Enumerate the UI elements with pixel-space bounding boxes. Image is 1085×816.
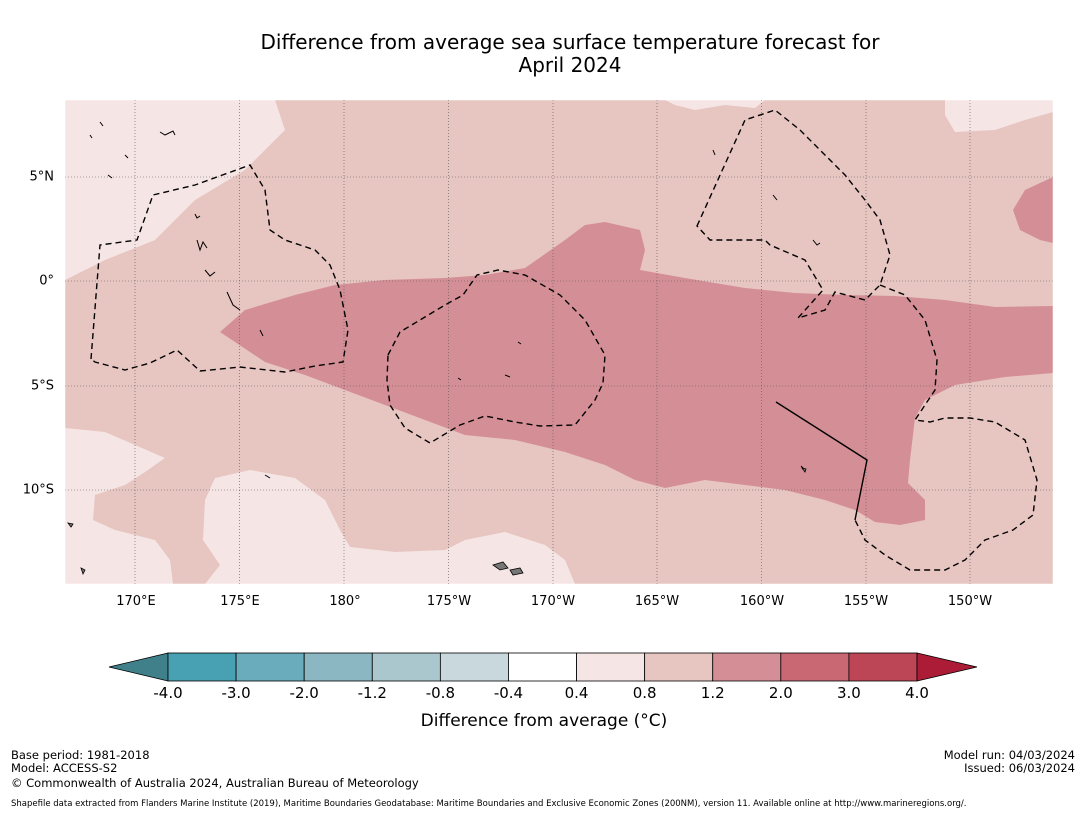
- issued-date: Issued: 06/03/2024: [964, 761, 1075, 775]
- x-tick-175w: 175°W: [426, 594, 472, 609]
- colorbar-tick-label: -0.8: [425, 684, 455, 702]
- colorbar-extend-high: [916, 652, 978, 682]
- colorbar-tick-label: -1.2: [357, 684, 387, 702]
- copyright: © Commonwealth of Australia 2024, Austra…: [11, 776, 419, 790]
- y-tick-5s: 5°S: [30, 378, 54, 394]
- anomaly-region-0.4-0.8-southwest: [65, 428, 173, 584]
- anomaly-region-0.4-0.8-south: [203, 470, 575, 584]
- model-run: Model run: 04/03/2024: [943, 748, 1075, 762]
- colorbar-tick-label: -3.0: [221, 684, 251, 702]
- colorbar-segment: [644, 652, 714, 682]
- anomaly-region-1.2-2.0-east: [1013, 177, 1053, 243]
- colorbar-segment: [167, 652, 237, 682]
- colorbar-segment: [576, 652, 646, 682]
- colorbar-segment: [508, 652, 577, 682]
- anomaly-region-1.2-2.0-main: [220, 222, 1053, 525]
- x-tick-175e: 175°E: [220, 594, 260, 609]
- colorbar-tick-label: -2.0: [289, 684, 319, 702]
- x-tick-150w: 150°W: [947, 594, 993, 609]
- colorbar-tick-label: 0.4: [564, 684, 589, 702]
- colorbar-segment: [235, 652, 305, 682]
- colorbar-segment: [439, 652, 509, 682]
- x-tick-170e: 170°E: [116, 594, 156, 609]
- colorbar-extend-low: [108, 652, 169, 682]
- title-line-2: April 2024: [518, 53, 622, 77]
- footer-right: Model run: 04/03/2024 Issued: 06/03/2024: [944, 749, 1075, 775]
- colorbar-tick-label: 3.0: [836, 684, 861, 702]
- sst-anomaly-map: [65, 100, 1053, 584]
- solid-boundary-line: [775, 401, 868, 521]
- island-clusters: [67, 467, 807, 576]
- colorbar-tick-label: 4.0: [905, 684, 929, 702]
- colorbar-tick-label: 1.2: [700, 684, 725, 702]
- eez-boundaries: [90, 109, 1038, 571]
- colorbar-segment: [780, 652, 850, 682]
- y-tick-0: 0°: [39, 273, 54, 289]
- colorbar-segment: [712, 652, 782, 682]
- x-tick-180: 180°: [329, 594, 361, 609]
- chart-title: Difference from average sea surface temp…: [0, 31, 1085, 77]
- model-name: Model: ACCESS-S2: [11, 761, 118, 775]
- shapefile-credit: Shapefile data extracted from Flanders M…: [11, 799, 967, 809]
- x-tick-165w: 165°W: [634, 594, 680, 609]
- colorbar-tick-label: -4.0: [153, 684, 183, 702]
- base-period: Base period: 1981-2018: [11, 748, 150, 762]
- x-tick-155w: 155°W: [843, 594, 889, 609]
- footer-left: Base period: 1981-2018 Model: ACCESS-S2 …: [11, 749, 419, 790]
- colorbar-tick-label: 2.0: [768, 684, 793, 702]
- colorbar-tick-label: 0.8: [632, 684, 657, 702]
- anomaly-region-0.4-0.8-north-center: [665, 100, 765, 110]
- colorbar-segment: [848, 652, 918, 682]
- x-tick-160w: 160°W: [739, 594, 785, 609]
- anomaly-region-0.4-0.8-northeast: [945, 100, 1053, 132]
- y-tick-10s: 10°S: [22, 482, 54, 498]
- legend-title: Difference from average (°C): [420, 711, 668, 731]
- y-tick-5n: 5°N: [29, 169, 55, 185]
- colorbar-segment: [371, 652, 441, 682]
- x-tick-170w: 170°W: [530, 594, 576, 609]
- colorbar-segment: [303, 652, 373, 682]
- title-line-1: Difference from average sea surface temp…: [260, 30, 880, 54]
- colorbar-tick-label: -0.4: [493, 684, 524, 702]
